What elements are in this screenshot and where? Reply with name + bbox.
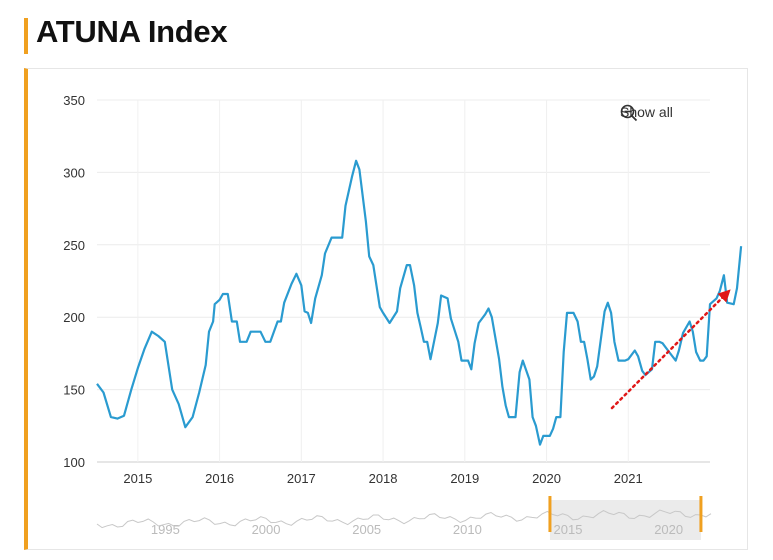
page-title: ATUNA Index [36, 14, 228, 49]
series-line [96, 159, 743, 446]
x-tick-label: 2015 [123, 471, 152, 486]
navigator-tick-label: 2000 [252, 522, 281, 537]
show-all-button[interactable]: Show all [620, 104, 673, 122]
y-tick-label: 250 [63, 238, 85, 253]
x-tick-label: 2017 [287, 471, 316, 486]
chart-panel [24, 68, 748, 550]
zoom-out-icon [620, 104, 638, 122]
trend-arrow [610, 289, 731, 410]
x-tick-label: 2016 [205, 471, 234, 486]
y-tick-label: 300 [63, 165, 85, 180]
x-tick-label: 2018 [369, 471, 398, 486]
navigator-tick-label: 2015 [554, 522, 583, 537]
x-tick-label: 2019 [450, 471, 479, 486]
y-tick-label: 100 [63, 455, 85, 470]
y-tick-label: 200 [63, 310, 85, 325]
navigator-tick-label: 2010 [453, 522, 482, 537]
x-tick-label: 2021 [614, 471, 643, 486]
y-tick-label: 150 [63, 383, 85, 398]
navigator-line [96, 509, 712, 529]
y-tick-label: 350 [63, 93, 85, 108]
navigator-tick-label: 2020 [654, 522, 683, 537]
title-accent-bar [24, 18, 28, 54]
navigator-tick-label: 2005 [352, 522, 381, 537]
x-tick-label: 2020 [532, 471, 561, 486]
